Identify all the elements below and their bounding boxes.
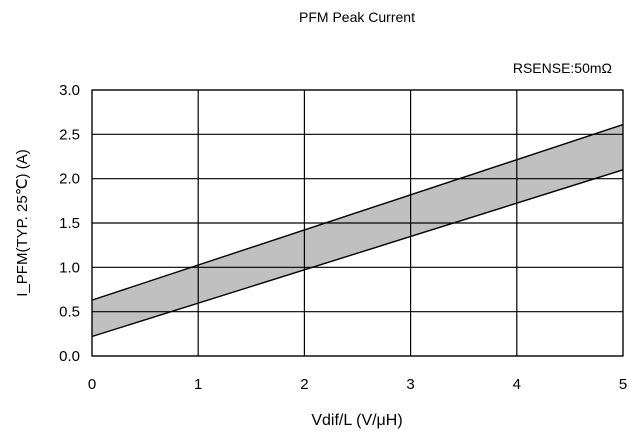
y-tick-label: 0.0	[59, 348, 80, 365]
chart-annotation: RSENSE:50mΩ	[513, 60, 612, 76]
y-tick-label: 3.0	[59, 82, 80, 99]
series-lines	[91, 123, 624, 338]
x-axis-label: Vdif/L (V/μH)	[311, 412, 402, 429]
x-tick-label: 3	[406, 376, 414, 393]
x-tick-label: 2	[300, 376, 308, 393]
y-tick-label: 2.0	[59, 171, 80, 188]
x-tick-label: 1	[194, 376, 202, 393]
y-tick-label: 2.5	[59, 126, 80, 143]
grid	[91, 89, 624, 357]
y-axis-label: I_PFM(TYP. 25℃) (A)	[14, 149, 31, 296]
y-tick-label: 1.5	[59, 215, 80, 232]
series-line-lower	[91, 169, 624, 338]
y-tick-label: 0.5	[59, 304, 80, 321]
y-axis-ticks: 0.0 0.5 1.0 1.5 2.0 2.5 3.0	[59, 82, 80, 365]
x-tick-label: 0	[88, 376, 96, 393]
range-band	[92, 124, 623, 337]
chart-title: PFM Peak Current	[299, 9, 415, 25]
y-tick-label: 1.0	[59, 259, 80, 276]
plot-area-frame	[91, 89, 624, 357]
series-line-upper	[91, 123, 624, 301]
x-axis-ticks: 0 1 2 3 4 5	[88, 376, 627, 393]
x-tick-label: 5	[619, 376, 627, 393]
x-tick-label: 4	[513, 376, 521, 393]
